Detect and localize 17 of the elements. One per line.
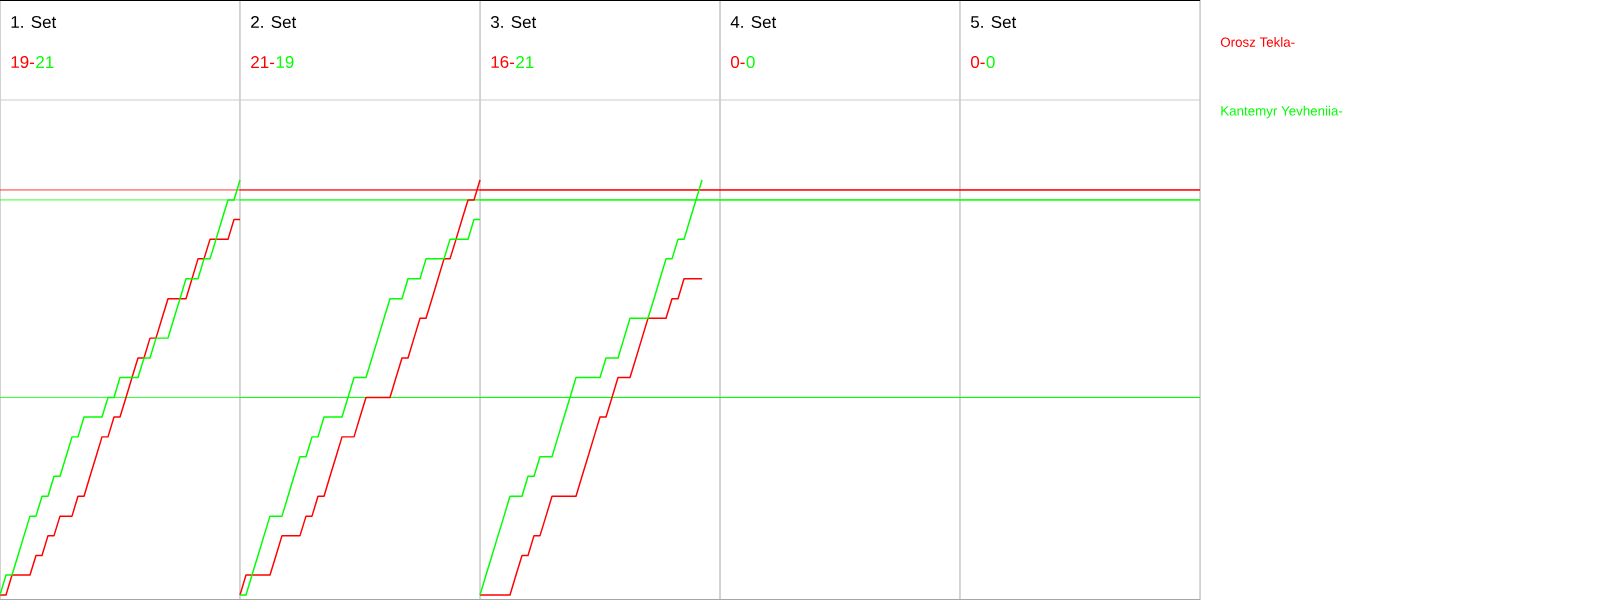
text: 0-	[730, 55, 745, 69]
text: 21	[36, 56, 54, 68]
text: 19-	[11, 55, 35, 69]
text: Orosz Tekla-	[1220, 37, 1295, 47]
text: 0-	[970, 55, 985, 69]
text: 5. Set	[970, 15, 1017, 29]
text: 16-	[491, 55, 515, 69]
text: 0	[746, 55, 755, 69]
chart-title: 2. Set	[251, 15, 297, 29]
text: Kantemyr Yevheniia-	[1221, 105, 1343, 119]
text: 21-	[251, 56, 275, 68]
text: 0	[986, 55, 995, 69]
text: 19	[276, 55, 294, 69]
chart-title: 1. Set	[11, 15, 57, 29]
chart-title: 3. Set	[490, 15, 537, 29]
text: 21	[516, 56, 534, 68]
text: 4. Set	[730, 15, 777, 29]
